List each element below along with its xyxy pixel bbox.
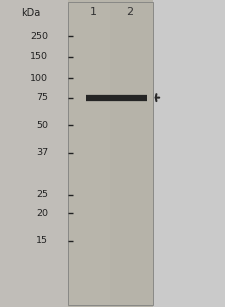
Text: 250: 250 xyxy=(30,32,48,41)
Bar xyxy=(68,2,153,305)
Text: 1: 1 xyxy=(90,7,97,17)
Text: 150: 150 xyxy=(30,52,48,61)
Text: 20: 20 xyxy=(36,209,48,218)
Text: kDa: kDa xyxy=(21,8,40,18)
Text: 75: 75 xyxy=(36,93,48,102)
Text: 25: 25 xyxy=(36,190,48,200)
Text: 2: 2 xyxy=(126,7,133,17)
Text: 37: 37 xyxy=(36,148,48,157)
Bar xyxy=(0,0,68,307)
Text: 100: 100 xyxy=(30,74,48,83)
Bar xyxy=(153,0,225,307)
Bar xyxy=(110,0,153,307)
Text: 15: 15 xyxy=(36,236,48,246)
Text: 50: 50 xyxy=(36,121,48,130)
Bar xyxy=(68,0,110,307)
